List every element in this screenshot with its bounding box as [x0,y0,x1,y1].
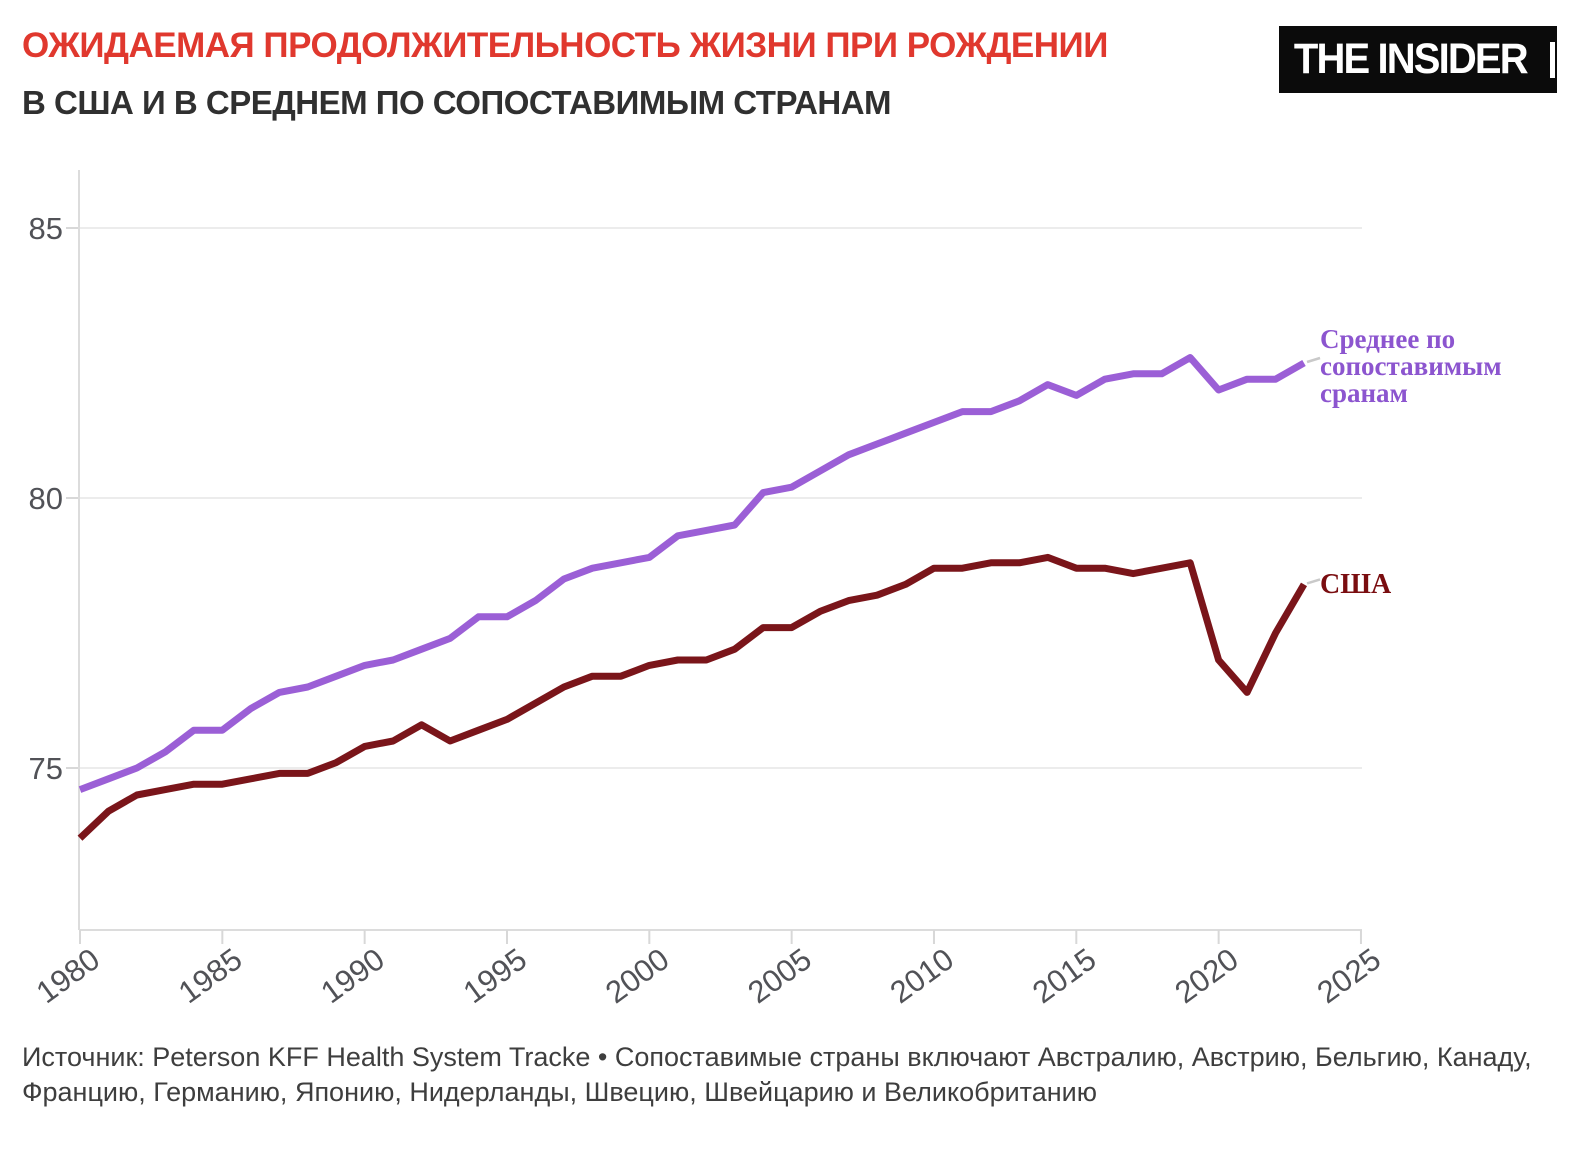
x-tick-label-2000: 2000 [599,941,675,1010]
x-tick-label-2025: 2025 [1311,941,1387,1010]
source-note: Источник: Peterson KFF Health System Tra… [22,1040,1542,1110]
x-tick-labels: 1980 1985 1990 1995 2000 2005 2010 2015 2020 2025 [30,941,1387,1010]
us-legend-label: США [1320,569,1392,600]
comparable-countries-legend-label: Среднее по сопоставимым сранам [1320,324,1502,408]
the-insider-logo: THE INSIDER [1279,26,1557,93]
source-line-1: Источник: Peterson KFF Health System Tra… [22,1042,1532,1072]
x-tick-label-1995: 1995 [457,941,533,1010]
horizontal-gridlines [79,227,1362,769]
comparable-label-line-3: сранам [1320,378,1408,408]
y-tick-labels: 85 80 75 [29,211,63,786]
comparable-countries-line [78,354,1306,793]
y-tick-marks [66,227,78,769]
comparable-label-connector-dash [1306,356,1321,364]
x-tick-label-1980: 1980 [30,941,106,1010]
comparable-label-line-2: сопоставимым [1320,351,1502,381]
x-tick-label-1990: 1990 [314,941,390,1010]
the-insider-logo-bar-icon [1550,42,1555,78]
y-tick-label-80: 80 [29,481,63,516]
the-insider-logo-text: THE INSIDER [1293,35,1529,83]
x-tick-label-2005: 2005 [741,941,817,1010]
us-label-connector-dash [1306,578,1321,585]
source-line-2: Францию, Германию, Японию, Нидерланды, Ш… [22,1077,1097,1107]
page-title: ОЖИДАЕМАЯ ПРОДОЛЖИТЕЛЬНОСТЬ ЖИЗНИ ПРИ РО… [22,26,1108,65]
y-tick-label-85: 85 [29,211,63,246]
comparable-label-line-1: Среднее по [1320,324,1455,354]
page-subtitle: В США И В СРЕДНЕМ ПО СОПОСТАВИМЫМ СТРАНА… [22,84,892,121]
us-line [77,553,1308,841]
y-tick-label-75: 75 [29,751,63,786]
x-tick-marks [79,930,1362,944]
x-tick-label-2020: 2020 [1168,941,1244,1010]
x-tick-label-2015: 2015 [1026,941,1102,1010]
x-tick-label-1985: 1985 [172,941,248,1010]
x-tick-label-2010: 2010 [884,941,960,1010]
